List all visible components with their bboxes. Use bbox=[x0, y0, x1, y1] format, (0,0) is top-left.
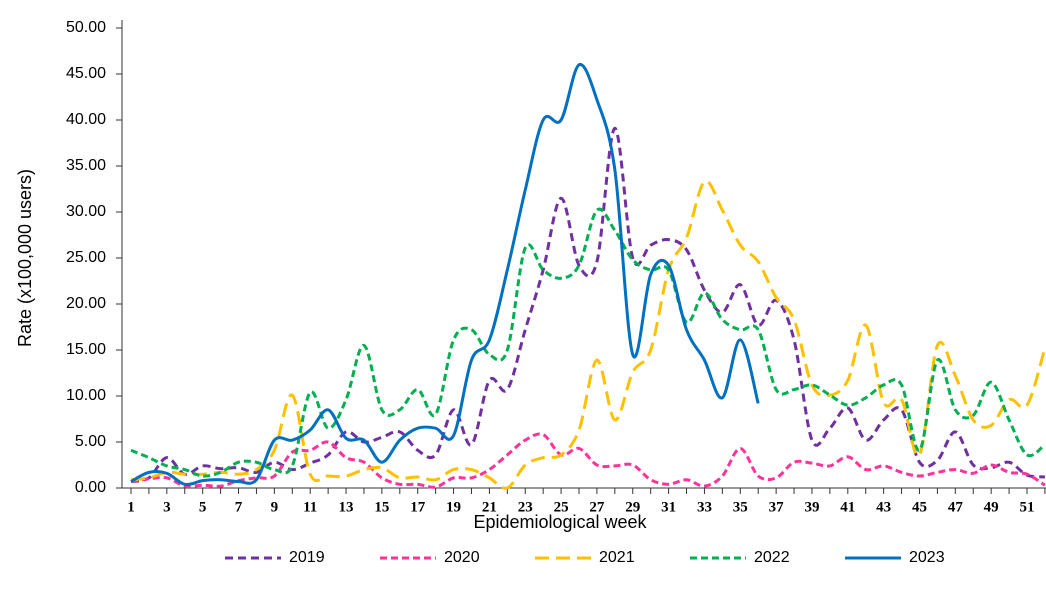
x-tick-label: 17 bbox=[410, 499, 426, 515]
x-tick-label: 51 bbox=[1020, 499, 1035, 515]
x-tick-label: 13 bbox=[339, 499, 354, 515]
x-tick-label: 37 bbox=[769, 499, 785, 515]
x-tick-label: 7 bbox=[235, 499, 243, 515]
x-tick-label: 35 bbox=[733, 499, 748, 515]
x-tick-label: 11 bbox=[303, 499, 317, 515]
x-tick-label: 31 bbox=[661, 499, 676, 515]
legend-label: 2022 bbox=[754, 549, 790, 566]
series-line bbox=[130, 63, 760, 487]
x-tick-label: 49 bbox=[984, 499, 999, 515]
x-tick-label: 1 bbox=[127, 499, 135, 515]
y-tick-label: 40.00 bbox=[66, 111, 106, 128]
y-tick-label: 35.00 bbox=[66, 157, 106, 174]
y-tick-label: 50.00 bbox=[66, 19, 106, 36]
x-tick-label: 25 bbox=[554, 499, 569, 515]
x-tick-label: 33 bbox=[697, 499, 712, 515]
legend-label: 2020 bbox=[444, 549, 480, 566]
y-tick-label: 20.00 bbox=[66, 295, 106, 312]
y-tick-label: 10.00 bbox=[66, 387, 106, 404]
x-tick-label: 21 bbox=[482, 499, 497, 515]
y-tick-label: 5.00 bbox=[75, 433, 106, 450]
x-tick-label: 15 bbox=[374, 499, 389, 515]
y-tick-label: 15.00 bbox=[66, 341, 106, 358]
series-line bbox=[130, 432, 1046, 489]
x-tick-label: 29 bbox=[625, 499, 640, 515]
y-tick-label: 30.00 bbox=[66, 203, 106, 220]
legend-label: 2023 bbox=[909, 549, 945, 566]
x-tick-label: 19 bbox=[446, 499, 461, 515]
series-line bbox=[130, 179, 1046, 490]
x-tick-label: 43 bbox=[876, 499, 891, 515]
legend-label: 2019 bbox=[289, 549, 325, 566]
y-tick-label: 25.00 bbox=[66, 249, 106, 266]
x-tick-label: 9 bbox=[271, 499, 279, 515]
y-tick-label: 0.00 bbox=[75, 479, 106, 496]
legend-label: 2021 bbox=[599, 549, 635, 566]
x-tick-label: 3 bbox=[163, 499, 171, 515]
series-line bbox=[130, 126, 1046, 484]
x-tick-label: 41 bbox=[840, 499, 855, 515]
x-tick-label: 23 bbox=[518, 499, 533, 515]
x-tick-label: 47 bbox=[948, 499, 964, 515]
x-tick-label: 27 bbox=[589, 499, 605, 515]
x-tick-label: 39 bbox=[804, 499, 819, 515]
x-axis-title: Epidemiological week bbox=[473, 512, 647, 532]
series-line bbox=[130, 207, 1046, 478]
x-tick-label: 45 bbox=[912, 499, 927, 515]
y-axis-title: Rate (x100,000 users) bbox=[15, 169, 35, 347]
y-tick-label: 45.00 bbox=[66, 65, 106, 82]
x-tick-label: 5 bbox=[199, 499, 207, 515]
